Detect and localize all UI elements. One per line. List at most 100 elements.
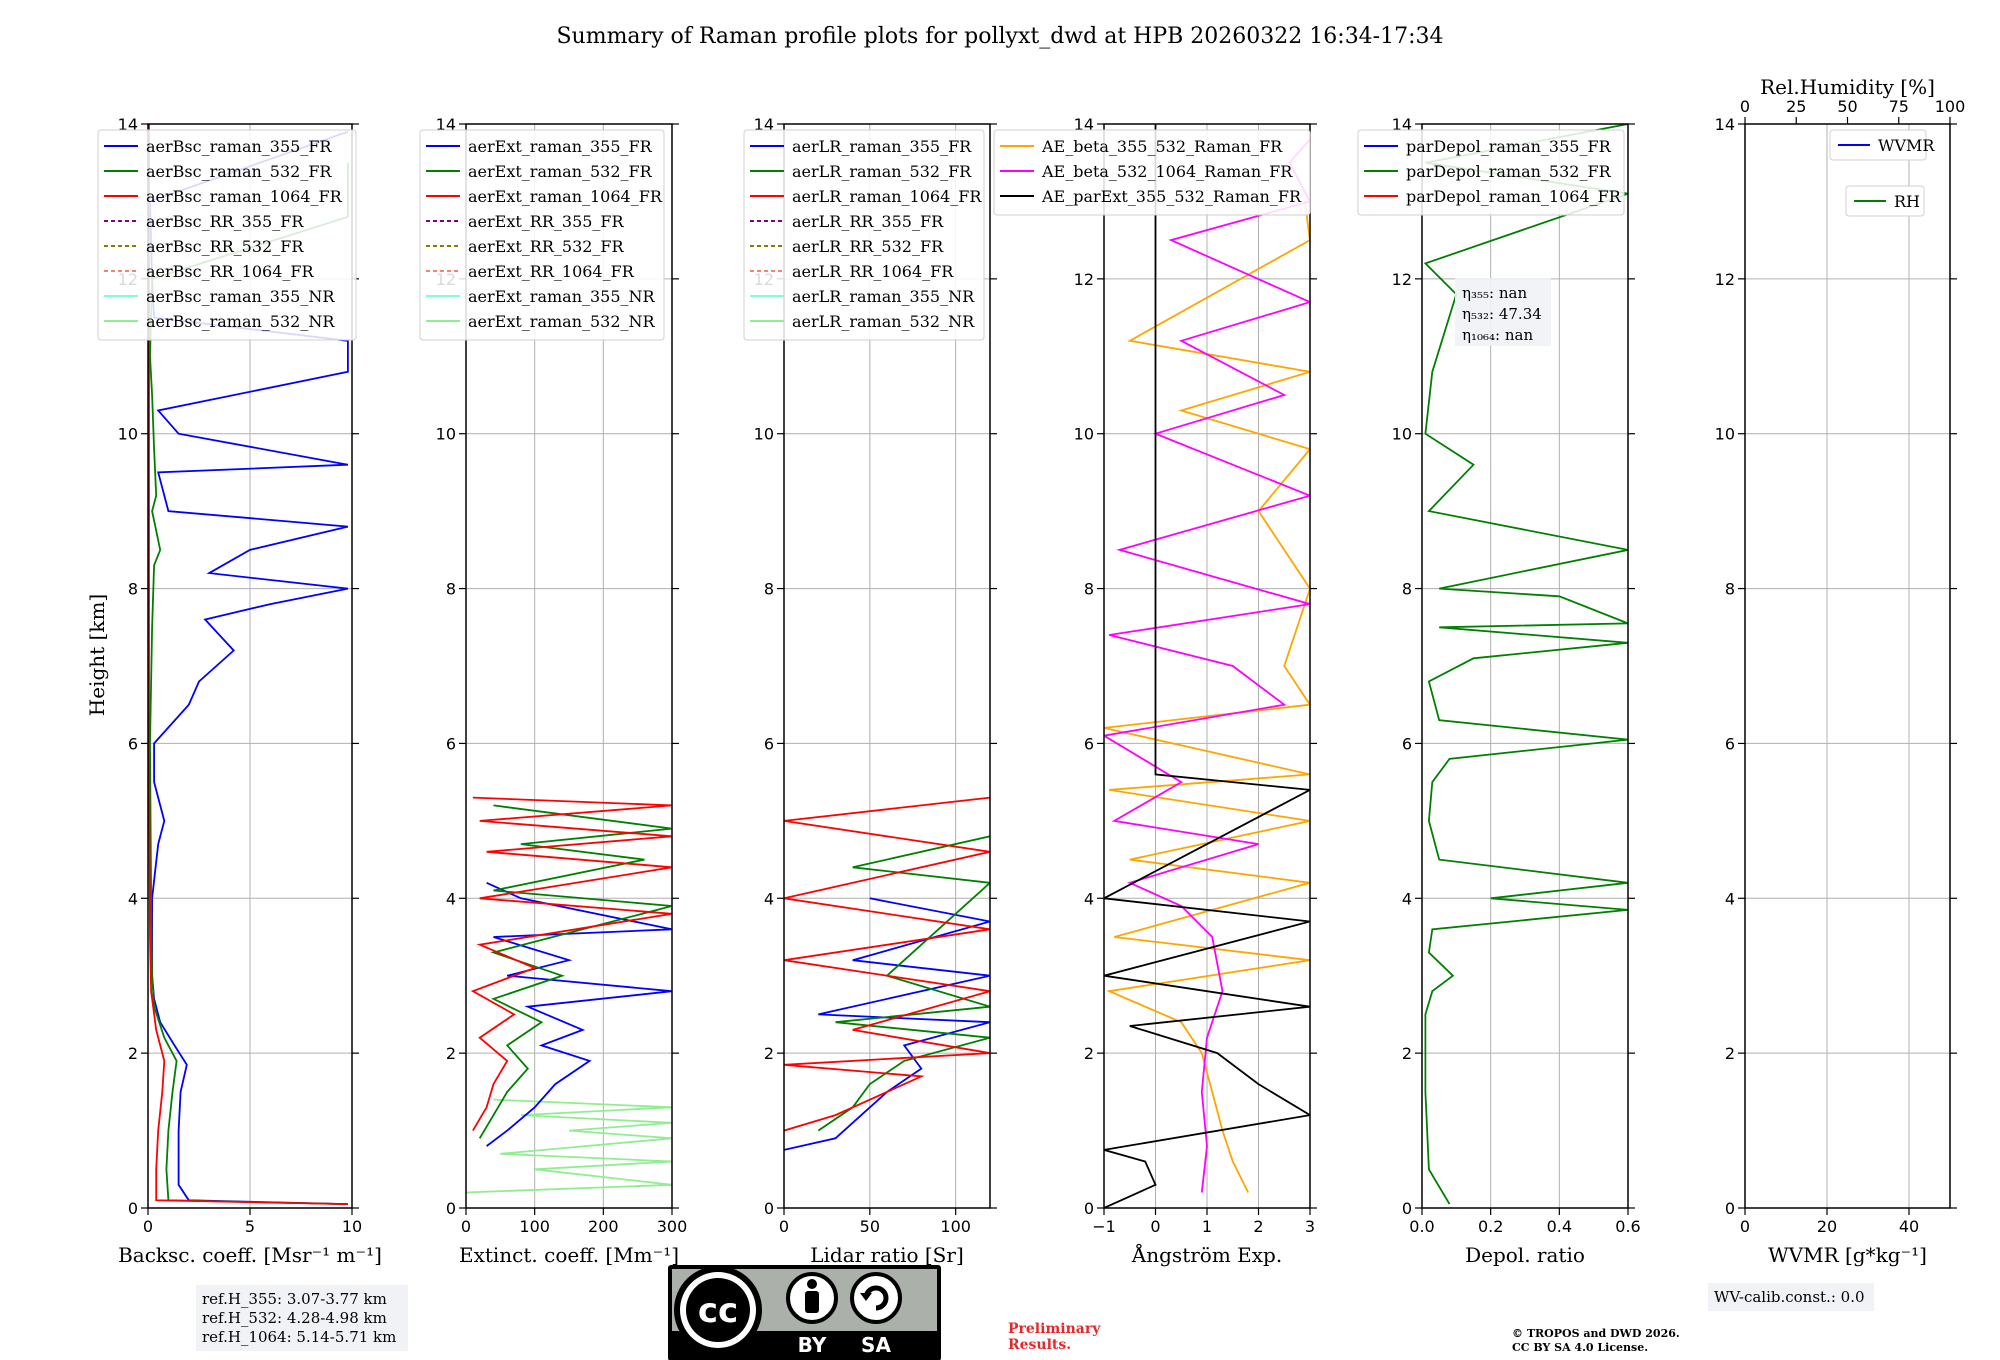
legend-entry: aerExt_RR_1064_FR xyxy=(468,262,635,281)
legend-entry: aerExt_raman_355_FR xyxy=(468,137,653,156)
series-line-aerBsc_raman_355_FR xyxy=(149,130,349,1205)
top-tick-label: 50 xyxy=(1837,97,1857,116)
legend-entry: aerBsc_RR_1064_FR xyxy=(146,262,315,281)
y-tick-label: 0 xyxy=(1402,1199,1412,1218)
x-tick-label: 50 xyxy=(860,1217,880,1236)
y-tick-label: 14 xyxy=(1392,115,1412,134)
wv-calib-box: WV-calib.const.: 0.0 xyxy=(1708,1283,1874,1311)
legend-entry: AE_beta_355_532_Raman_FR xyxy=(1041,137,1283,156)
y-tick-label: 10 xyxy=(436,425,456,444)
top-axis-label: Rel.Humidity [%] xyxy=(1760,75,1935,99)
y-tick-label: 4 xyxy=(446,889,456,908)
x-tick-label: 300 xyxy=(657,1217,688,1236)
series-line-aerBsc_raman_1064_FR xyxy=(148,124,348,1205)
preliminary-note: Preliminary Results. xyxy=(1008,1321,1101,1353)
legend-entry: aerLR_RR_1064_FR xyxy=(792,262,954,281)
ref-heights-box: ref.H_355: 3.07-3.77 km ref.H_532: 4.28-… xyxy=(196,1285,408,1351)
y-tick-label: 4 xyxy=(1084,889,1094,908)
x-axis-label: Extinct. coeff. [Mm⁻¹] xyxy=(459,1243,679,1267)
x-tick-label: 100 xyxy=(519,1217,550,1236)
ref-height-532: ref.H_532: 4.28-4.98 km xyxy=(202,1309,387,1327)
y-tick-label: 2 xyxy=(446,1044,456,1063)
y-tick-label: 0 xyxy=(128,1199,138,1218)
series-line-aerLR_raman_355_FR xyxy=(784,897,990,1151)
legend-entry: aerBsc_raman_532_NR xyxy=(146,312,335,331)
panel-backscatter: 051002468101214Backsc. coeff. [Msr⁻¹ m⁻¹… xyxy=(97,115,382,1267)
x-tick-label: 5 xyxy=(245,1217,255,1236)
y-tick-label: 8 xyxy=(1725,580,1735,599)
y-tick-label: 4 xyxy=(1402,889,1412,908)
x-tick-label: 20 xyxy=(1817,1217,1837,1236)
x-tick-label: 0.6 xyxy=(1615,1217,1640,1236)
legend-entry: aerLR_raman_355_NR xyxy=(792,287,975,306)
y-tick-label: 0 xyxy=(446,1199,456,1218)
y-tick-label: 12 xyxy=(1392,270,1412,289)
series-group xyxy=(1104,124,1310,1208)
top-tick-label: 0 xyxy=(1740,97,1750,116)
legend-entry: aerExt_raman_1064_FR xyxy=(468,187,663,206)
legend-entry: aerBsc_RR_532_FR xyxy=(146,237,304,256)
legend-box xyxy=(993,129,1311,216)
depol-stat-532: η₅₃₂: 47.34 xyxy=(1462,305,1542,323)
y-tick-label: 8 xyxy=(446,580,456,599)
y-axis-label: Height [km] xyxy=(85,594,109,716)
y-tick-label: 6 xyxy=(1402,734,1412,753)
y-tick-label: 8 xyxy=(1084,580,1094,599)
series-line-aerExt_raman_355_FR xyxy=(486,881,672,1147)
depol-stat-1064: η₁₀₆₄: nan xyxy=(1462,326,1533,344)
legend-entry: aerExt_raman_355_NR xyxy=(468,287,656,306)
x-tick-label: 1 xyxy=(1202,1217,1212,1236)
y-tick-label: 2 xyxy=(1725,1044,1735,1063)
y-tick-label: 14 xyxy=(1715,115,1735,134)
x-axis-label: Depol. ratio xyxy=(1465,1243,1585,1267)
x-tick-label: 0.4 xyxy=(1547,1217,1572,1236)
series-line-aerLR_raman_1064_FR xyxy=(784,796,990,1132)
legend-entry: aerBsc_raman_355_NR xyxy=(146,287,335,306)
series-group xyxy=(1423,124,1628,1205)
legend-entry: parDepol_raman_1064_FR xyxy=(1406,187,1622,206)
legend-entry: aerLR_raman_1064_FR xyxy=(792,187,982,206)
panel-frame xyxy=(1103,123,1311,1209)
y-tick-label: 2 xyxy=(128,1044,138,1063)
series-line-aerExt_raman_532_FR xyxy=(478,804,672,1139)
depol-stats-box: η₃₅₅: nan η₅₃₂: 47.34 η₁₀₆₄: nan xyxy=(1455,278,1551,346)
x-tick-label: 0.0 xyxy=(1409,1217,1434,1236)
x-tick-label: 0 xyxy=(143,1217,153,1236)
panel-frame xyxy=(1421,123,1629,1209)
legend-entry: parDepol_raman_355_FR xyxy=(1406,137,1612,156)
y-tick-label: 0 xyxy=(1084,1199,1094,1218)
x-tick-label: 0 xyxy=(1740,1217,1750,1236)
series-line-AE_beta_355_532_Raman_FR xyxy=(1104,201,1310,1193)
x-tick-label: 200 xyxy=(588,1217,619,1236)
legend-box xyxy=(743,129,985,341)
x-tick-label: 3 xyxy=(1305,1217,1315,1236)
legend-entry: aerExt_raman_532_NR xyxy=(468,312,656,331)
legend-box xyxy=(419,129,665,341)
x-axis-label: WVMR [g*kg⁻¹] xyxy=(1768,1243,1927,1267)
top-tick-label: 100 xyxy=(1935,97,1966,116)
preliminary-line1: Preliminary xyxy=(1008,1321,1101,1337)
copyright-line1: © TROPOS and DWD 2026. xyxy=(1512,1327,1680,1340)
series-line-parDepol_raman_532_FR xyxy=(1423,124,1628,1205)
y-tick-label: 8 xyxy=(128,580,138,599)
x-tick-label: −1 xyxy=(1092,1217,1116,1236)
share-alike-icon xyxy=(850,1272,902,1324)
legend-entry: aerExt_RR_355_FR xyxy=(468,212,625,231)
x-tick-label: 40 xyxy=(1899,1217,1919,1236)
legend-entry: aerLR_RR_532_FR xyxy=(792,237,944,256)
y-tick-label: 6 xyxy=(446,734,456,753)
series-group xyxy=(466,796,672,1194)
y-tick-label: 6 xyxy=(1725,734,1735,753)
legend-entry: parDepol_raman_532_FR xyxy=(1406,162,1612,181)
y-tick-label: 0 xyxy=(764,1199,774,1218)
y-tick-label: 6 xyxy=(1084,734,1094,753)
y-tick-label: 14 xyxy=(436,115,456,134)
legend-entry: aerExt_RR_532_FR xyxy=(468,237,625,256)
panel-frame xyxy=(147,123,353,1209)
x-axis-label: Backsc. coeff. [Msr⁻¹ m⁻¹] xyxy=(118,1243,382,1267)
y-tick-label: 6 xyxy=(764,734,774,753)
y-tick-label: 14 xyxy=(1074,115,1094,134)
y-tick-label: 10 xyxy=(1392,425,1412,444)
x-axis-label: Lidar ratio [Sr] xyxy=(810,1243,964,1267)
